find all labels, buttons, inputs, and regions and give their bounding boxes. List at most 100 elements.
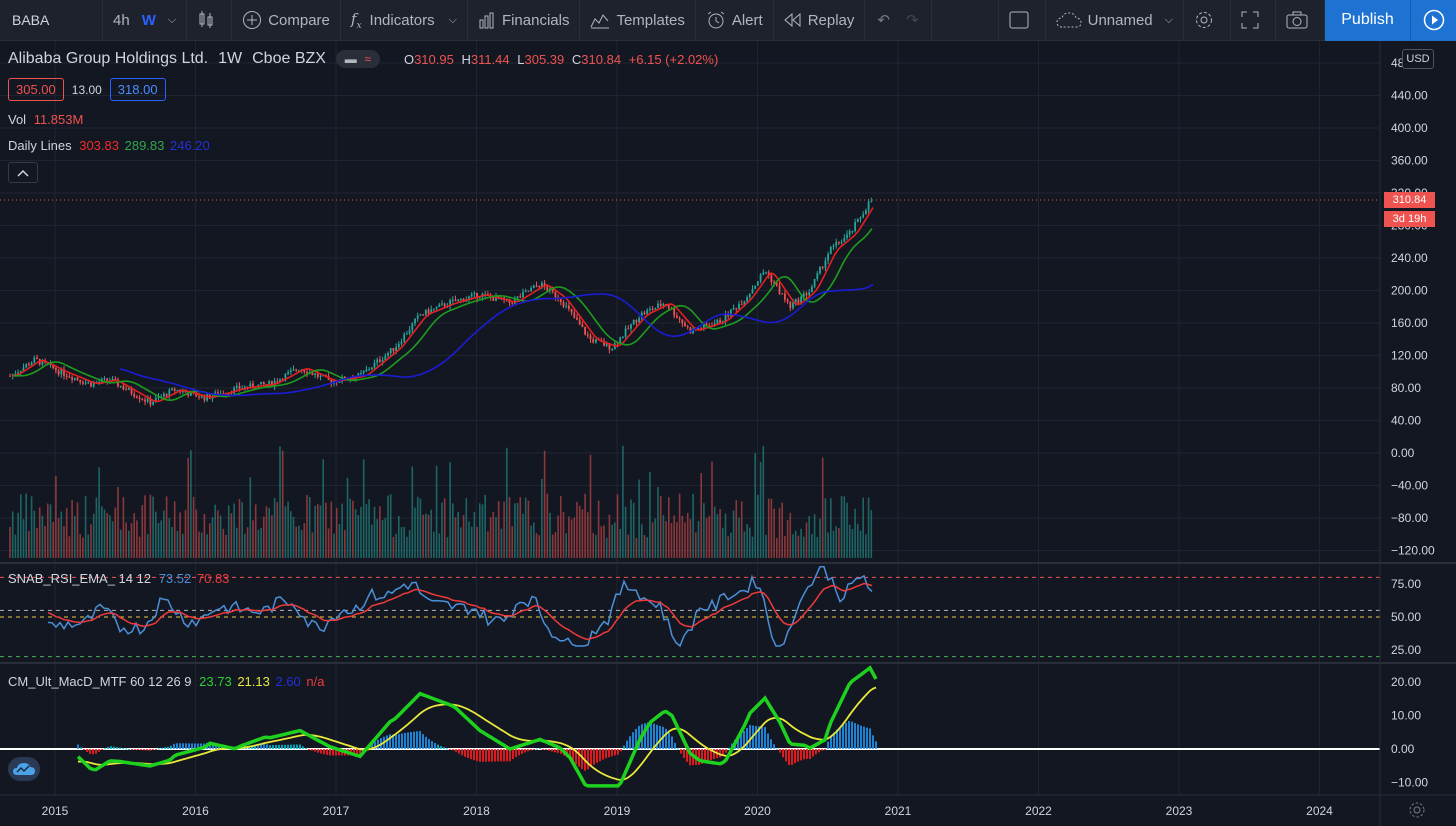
snapshot-button[interactable] bbox=[1276, 0, 1325, 41]
candle-body bbox=[360, 373, 362, 375]
candle-body bbox=[767, 272, 770, 276]
candle-body bbox=[843, 238, 846, 243]
volume-bar bbox=[657, 487, 659, 558]
volume-bar bbox=[765, 534, 767, 558]
candle-body bbox=[802, 293, 805, 297]
chevron-down-icon[interactable]: ⌵ bbox=[1164, 13, 1173, 26]
candle-body bbox=[527, 290, 530, 292]
currency-badge[interactable]: USD bbox=[1402, 49, 1434, 69]
candle-body bbox=[184, 391, 187, 393]
volume-bar bbox=[489, 517, 492, 558]
macd-histogram-bar bbox=[419, 731, 421, 749]
replay-button[interactable]: Replay bbox=[774, 0, 866, 41]
candle-body bbox=[87, 382, 90, 384]
candle-body bbox=[546, 286, 549, 291]
financials-button[interactable]: Financials bbox=[468, 0, 581, 41]
time-tick-label: 2015 bbox=[42, 804, 69, 818]
time-axis-settings-icon[interactable] bbox=[1408, 801, 1426, 819]
volume-bar bbox=[754, 453, 756, 558]
macd-histogram-bar bbox=[767, 733, 769, 749]
daily-line-green-value: 289.83 bbox=[124, 138, 165, 153]
volume-bar bbox=[584, 493, 586, 558]
collapse-legend-button[interactable] bbox=[8, 162, 38, 183]
volume-bar bbox=[352, 500, 354, 558]
volume-bar bbox=[179, 512, 181, 558]
interval-week[interactable]: W bbox=[141, 11, 156, 29]
volume-bar bbox=[846, 502, 848, 558]
chart-type-button[interactable] bbox=[187, 0, 233, 41]
templates-button[interactable]: Templates bbox=[580, 0, 696, 41]
volume-bar bbox=[298, 525, 300, 558]
macd-histogram-bar bbox=[614, 749, 616, 756]
volume-bar bbox=[506, 447, 508, 558]
volume-bar bbox=[827, 532, 829, 558]
compare-button[interactable]: Compare bbox=[232, 0, 341, 41]
interval-4h[interactable]: 4h bbox=[113, 11, 130, 29]
volume-bar bbox=[38, 507, 41, 558]
volume-bar bbox=[616, 494, 619, 558]
indicators-button[interactable]: fx Indicators ⌵ bbox=[341, 0, 468, 41]
volume-bar bbox=[184, 510, 187, 558]
macd-histogram-bar bbox=[452, 749, 454, 751]
volume-bar bbox=[638, 479, 640, 558]
settings-button[interactable] bbox=[1184, 0, 1231, 41]
chart-canvas[interactable]: 480.00440.00400.00360.00320.00280.00240.… bbox=[0, 41, 1456, 826]
volume-bar bbox=[400, 527, 403, 558]
time-tick-label: 2017 bbox=[323, 804, 350, 818]
volume-bar bbox=[117, 487, 119, 558]
volume-bar bbox=[47, 503, 49, 558]
redo-icon[interactable]: ↷ bbox=[905, 12, 919, 29]
volume-bar bbox=[595, 535, 597, 558]
candle-body bbox=[630, 324, 632, 329]
volume-bar bbox=[349, 498, 351, 558]
volume-bar bbox=[295, 526, 297, 558]
macd-histogram-bar bbox=[128, 748, 130, 750]
volume-bar bbox=[784, 536, 786, 558]
chevron-down-icon[interactable]: ⌵ bbox=[448, 13, 457, 26]
macd-histogram-bar bbox=[818, 749, 820, 753]
volume-bar bbox=[751, 536, 754, 558]
macd-histogram-bar bbox=[77, 744, 79, 749]
candle-body bbox=[635, 320, 638, 323]
macd-histogram-bar bbox=[374, 741, 376, 749]
macd-histogram-bar bbox=[326, 749, 328, 755]
symbol-search[interactable]: BABA bbox=[0, 0, 103, 41]
macd-histogram-bar bbox=[758, 726, 760, 749]
volume-bar bbox=[730, 532, 732, 558]
candle-body bbox=[681, 319, 684, 324]
candle-body bbox=[30, 362, 33, 366]
volume-bar bbox=[33, 510, 36, 558]
rsi-value: 73.52 bbox=[158, 571, 192, 586]
sell-button[interactable]: 305.00 bbox=[8, 78, 64, 101]
chevron-down-icon[interactable]: ⌵ bbox=[167, 13, 177, 26]
macd-histogram-bar bbox=[296, 744, 298, 749]
alert-button[interactable]: Alert bbox=[696, 0, 774, 41]
daily-line-red-value: 303.83 bbox=[79, 138, 119, 153]
volume-bar bbox=[354, 509, 357, 558]
publish-button[interactable]: Publish bbox=[1325, 0, 1410, 41]
candle-body bbox=[848, 231, 851, 235]
volume-bar bbox=[335, 507, 338, 558]
macd-histogram-bar bbox=[191, 743, 193, 749]
macd-histogram-bar bbox=[263, 743, 265, 749]
candle-body bbox=[203, 395, 206, 401]
fullscreen-layout-button[interactable] bbox=[997, 0, 1046, 41]
volume-bar bbox=[227, 505, 230, 558]
publish-menu-button[interactable] bbox=[1410, 0, 1456, 41]
candle-body bbox=[71, 377, 73, 380]
candle-body bbox=[268, 381, 271, 385]
macd-histogram-bar bbox=[188, 743, 190, 749]
macd-histogram-bar bbox=[680, 749, 682, 754]
tradingview-logo[interactable] bbox=[8, 757, 40, 781]
visibility-toggle[interactable]: ▬ ≈ bbox=[335, 50, 380, 68]
candle-body bbox=[578, 319, 581, 325]
undo-icon[interactable]: ↶ bbox=[877, 12, 890, 29]
candle-body bbox=[276, 380, 279, 383]
macd-legend: CM_Ult_MacD_MTF 60 12 26 9 23.73 21.13 2… bbox=[8, 674, 325, 689]
layout-name-button[interactable]: Unnamed ⌵ bbox=[1046, 0, 1184, 41]
macd-histogram-bar bbox=[443, 747, 445, 749]
fullscreen-button[interactable] bbox=[1231, 0, 1276, 41]
candle-body bbox=[430, 309, 433, 314]
buy-button[interactable]: 318.00 bbox=[109, 78, 166, 101]
macd-histogram-bar bbox=[650, 722, 652, 749]
